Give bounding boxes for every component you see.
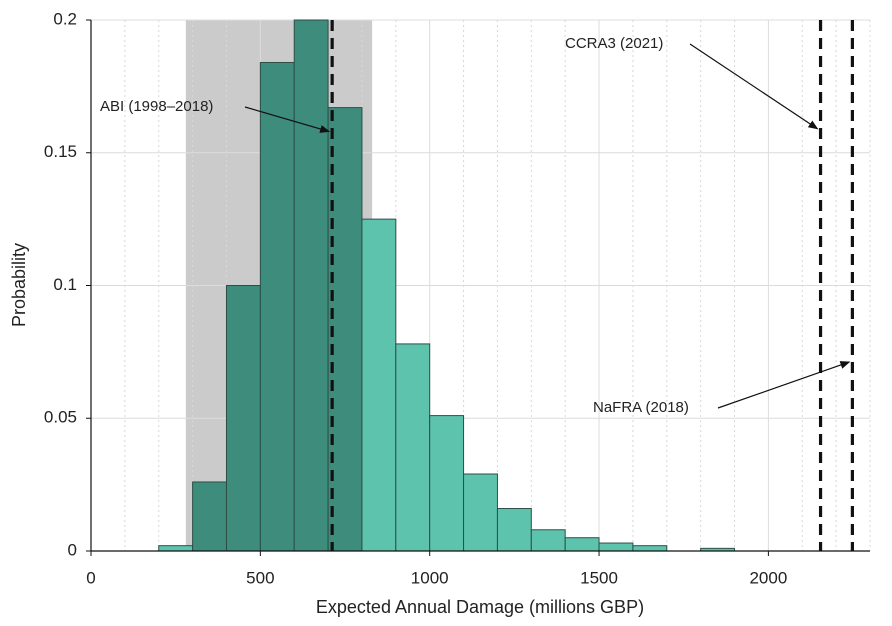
bar	[192, 481, 227, 552]
annotation-arrow	[717, 361, 851, 409]
bar	[463, 473, 498, 552]
x-tick-label: 2000	[749, 568, 787, 587]
y-axis-label: Probability	[9, 243, 29, 327]
bar	[496, 508, 532, 552]
annotation: CCRA3 (2021)	[565, 35, 663, 52]
annotation: NaFRA (2018)	[593, 399, 689, 416]
x-tick-label: 500	[246, 568, 274, 587]
bar	[598, 542, 634, 552]
bar	[259, 61, 295, 552]
bar	[429, 415, 465, 552]
x-tick-label: 1000	[411, 568, 449, 587]
bar	[361, 218, 397, 552]
y-tick-label: 0.1	[53, 275, 77, 294]
bar	[158, 545, 194, 552]
x-tick-label: 1500	[580, 568, 618, 587]
bar	[530, 529, 566, 552]
annotation-arrow	[689, 43, 819, 130]
y-tick-label: 0.05	[44, 408, 77, 427]
bar	[225, 285, 261, 552]
annotation-arrow	[244, 106, 331, 133]
bar	[293, 19, 329, 552]
y-tick-label: 0	[68, 540, 77, 559]
x-tick-label: 0	[86, 568, 95, 587]
bar	[632, 545, 668, 552]
y-tick-label: 0.2	[53, 9, 77, 28]
annotation: ABI (1998–2018)	[100, 98, 213, 115]
bar	[564, 537, 600, 552]
y-tick-label: 0.15	[44, 142, 77, 161]
bar	[395, 343, 431, 552]
x-axis-label: Expected Annual Damage (millions GBP)	[316, 597, 644, 617]
